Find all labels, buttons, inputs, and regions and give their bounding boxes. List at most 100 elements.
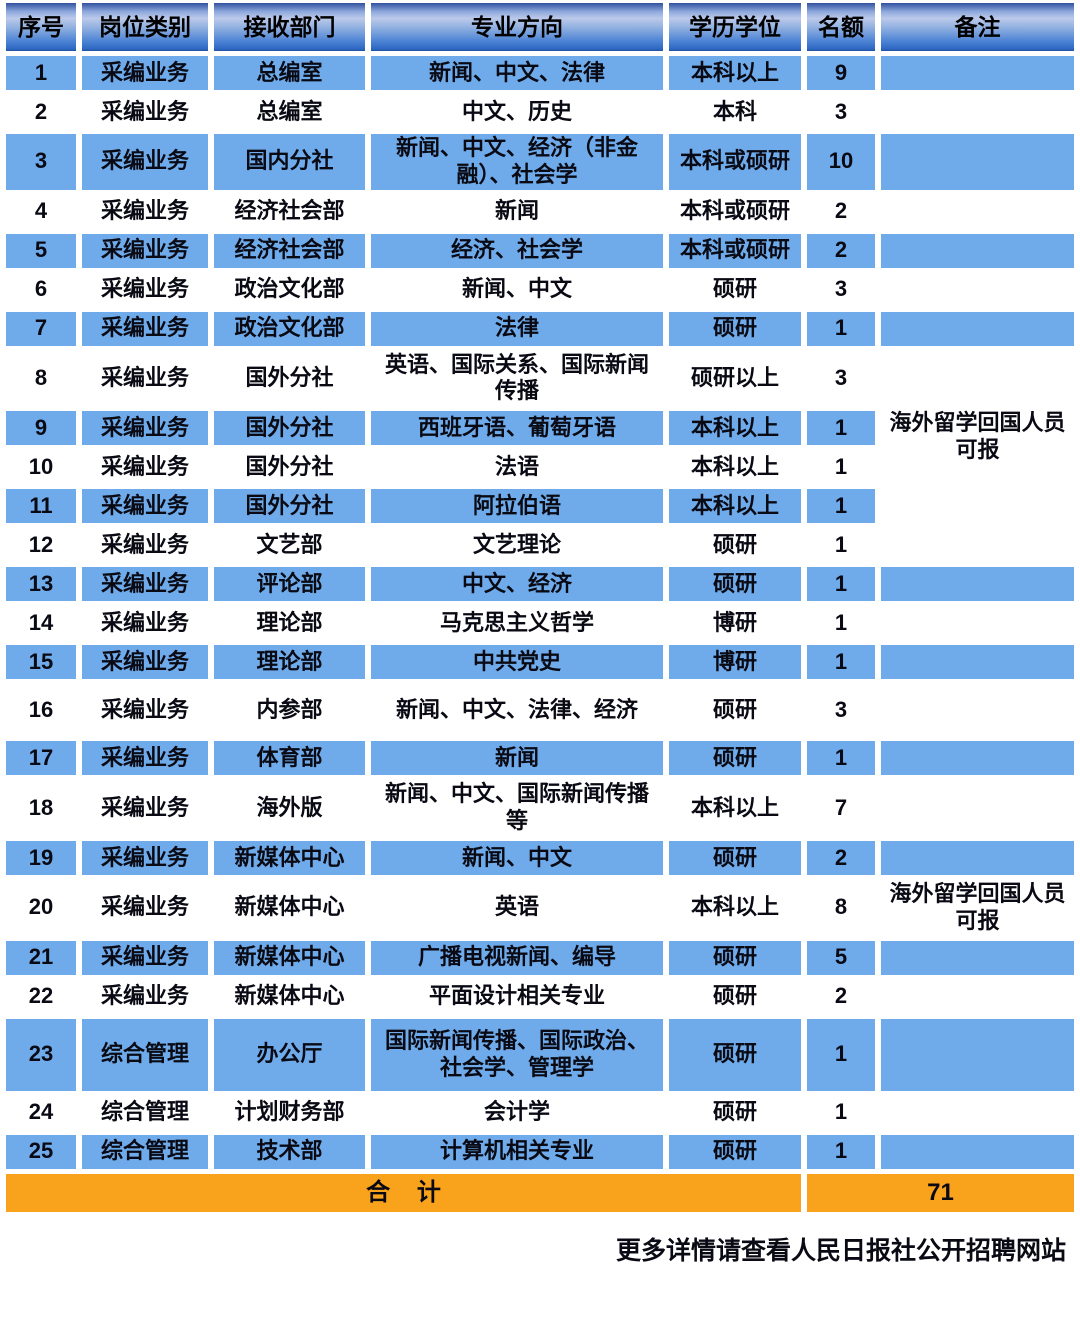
cell-remark bbox=[881, 528, 1074, 563]
cell-category: 采编业务 bbox=[82, 840, 208, 875]
cell-department: 内参部 bbox=[214, 684, 365, 737]
cell-major: 新闻、中文、经济（非金融）、社会学 bbox=[371, 134, 663, 190]
cell-degree: 硕研 bbox=[669, 979, 801, 1014]
cell-major: 马克思主义哲学 bbox=[371, 606, 663, 641]
cell-remark bbox=[881, 56, 1074, 90]
cell-no: 25 bbox=[6, 1134, 76, 1169]
cell-quota: 3 bbox=[807, 95, 875, 129]
table-row: 17 采编业务 体育部 新闻 硕研 1 bbox=[6, 741, 1074, 776]
table-row: 10 采编业务 国外分社 法语 本科以上 1 bbox=[6, 450, 1074, 485]
cell-remark bbox=[881, 134, 1074, 190]
cell-major: 广播电视新闻、编导 bbox=[371, 940, 663, 975]
cell-category: 采编业务 bbox=[82, 194, 208, 229]
cell-major: 法律 bbox=[371, 311, 663, 346]
cell-department: 办公厅 bbox=[214, 1018, 365, 1091]
cell-no: 16 bbox=[6, 684, 76, 737]
cell-degree: 博研 bbox=[669, 645, 801, 680]
cell-no: 8 bbox=[6, 350, 76, 407]
header-quota: 名额 bbox=[807, 3, 875, 51]
table-row: 4 采编业务 经济社会部 新闻 本科或硕研 2 bbox=[6, 194, 1074, 229]
table-row: 23 综合管理 办公厅 国际新闻传播、国际政治、社会学、管理学 硕研 1 bbox=[6, 1018, 1074, 1091]
cell-department: 新媒体中心 bbox=[214, 879, 365, 936]
cell-major: 新闻、中文、法律 bbox=[371, 56, 663, 90]
cell-degree: 本科或硕研 bbox=[669, 233, 801, 268]
cell-category: 采编业务 bbox=[82, 645, 208, 680]
cell-quota: 1 bbox=[807, 528, 875, 563]
cell-quota: 7 bbox=[807, 780, 875, 836]
table-row: 1 采编业务 总编室 新闻、中文、法律 本科以上 9 bbox=[6, 56, 1074, 90]
cell-department: 总编室 bbox=[214, 95, 365, 129]
cell-degree: 本科以上 bbox=[669, 450, 801, 485]
table-row: 11 采编业务 国外分社 阿拉伯语 本科以上 1 bbox=[6, 489, 1074, 524]
cell-degree: 硕研 bbox=[669, 1095, 801, 1130]
footer-note: 更多详情请查看人民日报社公开招聘网站 bbox=[615, 1236, 1066, 1265]
cell-degree: 硕研 bbox=[669, 684, 801, 737]
cell-department: 政治文化部 bbox=[214, 311, 365, 346]
table-row: 7 采编业务 政治文化部 法律 硕研 1 bbox=[6, 311, 1074, 346]
table-row: 21 采编业务 新媒体中心 广播电视新闻、编导 硕研 5 bbox=[6, 940, 1074, 975]
table-row: 16 采编业务 内参部 新闻、中文、法律、经济 硕研 3 bbox=[6, 684, 1074, 737]
cell-quota: 1 bbox=[807, 567, 875, 602]
cell-no: 18 bbox=[6, 780, 76, 836]
cell-degree: 本科或硕研 bbox=[669, 134, 801, 190]
cell-major: 会计学 bbox=[371, 1095, 663, 1130]
cell-remark bbox=[881, 840, 1074, 875]
table-row: 8 采编业务 国外分社 英语、国际关系、国际新闻传播 硕研以上 3 海外留学回国人员可报 bbox=[6, 350, 1074, 524]
cell-degree: 硕研 bbox=[669, 311, 801, 346]
cell-no: 22 bbox=[6, 979, 76, 1014]
cell-category: 采编业务 bbox=[82, 606, 208, 641]
recruitment-quota-table: 序号 岗位类别 接收部门 专业方向 学历学位 名额 备注 1 采编业务 总编室 新闻、… bbox=[6, 3, 1074, 1212]
cell-remark bbox=[881, 1018, 1074, 1091]
cell-major: 新闻、中文、国际新闻传播等 bbox=[371, 780, 663, 836]
cell-remark bbox=[881, 780, 1074, 836]
cell-no: 9 bbox=[6, 411, 76, 446]
total-label: 合 计 bbox=[6, 1173, 801, 1212]
cell-quota: 3 bbox=[807, 684, 875, 737]
cell-department: 经济社会部 bbox=[214, 233, 365, 268]
cell-quota: 3 bbox=[807, 272, 875, 307]
cell-quota: 1 bbox=[807, 1018, 875, 1091]
cell-major: 新闻、中文 bbox=[371, 840, 663, 875]
table-row: 19 采编业务 新媒体中心 新闻、中文 硕研 2 bbox=[6, 840, 1074, 875]
cell-department: 总编室 bbox=[214, 56, 365, 90]
cell-quota: 9 bbox=[807, 56, 875, 90]
cell-category: 综合管理 bbox=[82, 1095, 208, 1130]
cell-remark bbox=[881, 741, 1074, 776]
cell-major: 文艺理论 bbox=[371, 528, 663, 563]
cell-no: 3 bbox=[6, 134, 76, 190]
cell-no: 10 bbox=[6, 450, 76, 485]
header-degree: 学历学位 bbox=[669, 3, 801, 51]
cell-quota: 2 bbox=[807, 840, 875, 875]
cell-no: 11 bbox=[6, 489, 76, 524]
cell-remark bbox=[881, 979, 1074, 1014]
cell-department: 新媒体中心 bbox=[214, 940, 365, 975]
table-row: 22 采编业务 新媒体中心 平面设计相关专业 硕研 2 bbox=[6, 979, 1074, 1014]
cell-no: 20 bbox=[6, 879, 76, 936]
cell-no: 2 bbox=[6, 95, 76, 129]
table-body: 1 采编业务 总编室 新闻、中文、法律 本科以上 9 2 采编业务 总编室 中文、历史 本科 3 3 采编… bbox=[6, 56, 1074, 1169]
cell-remark bbox=[881, 1134, 1074, 1169]
table-row: 12 采编业务 文艺部 文艺理论 硕研 1 bbox=[6, 528, 1074, 563]
cell-category: 采编业务 bbox=[82, 741, 208, 776]
cell-major: 英语、国际关系、国际新闻传播 bbox=[371, 350, 663, 407]
cell-category: 综合管理 bbox=[82, 1018, 208, 1091]
cell-quota: 1 bbox=[807, 1134, 875, 1169]
cell-department: 评论部 bbox=[214, 567, 365, 602]
cell-quota: 5 bbox=[807, 940, 875, 975]
cell-category: 采编业务 bbox=[82, 272, 208, 307]
cell-department: 理论部 bbox=[214, 606, 365, 641]
cell-remark bbox=[881, 194, 1074, 229]
cell-degree: 本科以上 bbox=[669, 56, 801, 90]
table-row: 3 采编业务 国内分社 新闻、中文、经济（非金融）、社会学 本科或硕研 10 bbox=[6, 134, 1074, 190]
cell-quota: 1 bbox=[807, 741, 875, 776]
cell-quota: 1 bbox=[807, 645, 875, 680]
cell-category: 采编业务 bbox=[82, 56, 208, 90]
cell-category: 采编业务 bbox=[82, 879, 208, 936]
cell-quota: 1 bbox=[807, 606, 875, 641]
cell-quota: 8 bbox=[807, 879, 875, 936]
cell-degree: 硕研 bbox=[669, 567, 801, 602]
cell-no: 15 bbox=[6, 645, 76, 680]
cell-degree: 本科以上 bbox=[669, 411, 801, 446]
cell-no: 24 bbox=[6, 1095, 76, 1130]
